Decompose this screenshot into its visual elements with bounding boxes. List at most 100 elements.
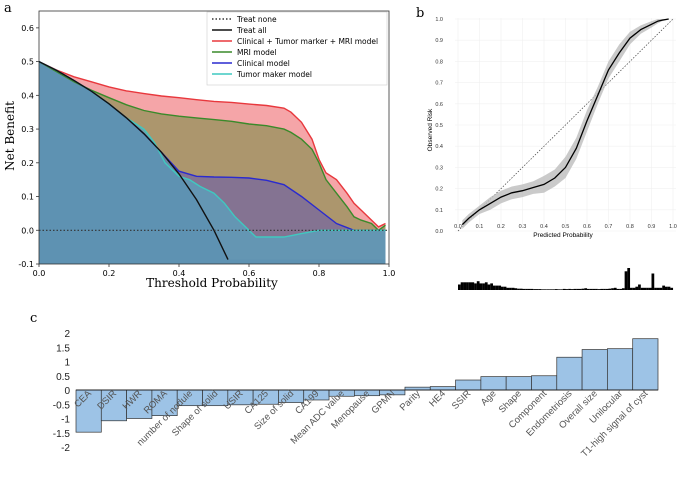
histogram-bar bbox=[530, 288, 534, 290]
histogram-bar bbox=[587, 288, 590, 290]
panel-b-ylabel: Observed Risk bbox=[427, 108, 434, 151]
y-tick-label: 0.0 bbox=[21, 226, 34, 235]
histogram-bar bbox=[514, 288, 518, 290]
histogram-bar bbox=[458, 284, 461, 290]
bar-shape bbox=[505, 376, 532, 391]
bar-overall-size bbox=[581, 349, 608, 391]
histogram-bar bbox=[517, 288, 520, 290]
y-tick-label: 0.1 bbox=[435, 208, 443, 214]
x-tick-label: 0.6 bbox=[583, 224, 591, 230]
histogram-bar bbox=[664, 286, 668, 290]
x-tick-label: 0.1 bbox=[476, 224, 484, 230]
x-tick-label: 0.0 bbox=[33, 269, 46, 278]
x-tick-label: 0.2 bbox=[497, 224, 505, 230]
y-tick-label: -1 bbox=[61, 415, 70, 426]
y-tick-label: 0.2 bbox=[435, 187, 443, 193]
histogram-bar bbox=[638, 284, 641, 290]
histogram-bar bbox=[621, 288, 625, 290]
histogram-bar bbox=[533, 289, 536, 290]
histogram-bar bbox=[479, 283, 483, 290]
treat-all-legend-label: Treat all bbox=[236, 26, 267, 35]
histogram-bar bbox=[565, 289, 569, 290]
histogram-bar bbox=[519, 288, 523, 290]
histogram-bar bbox=[616, 288, 620, 290]
histogram-bar bbox=[600, 288, 604, 290]
x-tick-label: 0.4 bbox=[540, 224, 548, 230]
x-tick-label: 1.0 bbox=[383, 269, 396, 278]
histogram-bar bbox=[544, 289, 547, 290]
histogram-bar bbox=[503, 286, 507, 290]
histogram-bar bbox=[648, 287, 652, 290]
y-tick-label: -0.5 bbox=[53, 400, 71, 411]
bar-cea bbox=[75, 389, 102, 433]
y-tick-label: 0.9 bbox=[435, 38, 443, 44]
histogram-bar bbox=[670, 287, 674, 290]
histogram-bar bbox=[522, 288, 526, 290]
histogram-bar bbox=[627, 268, 631, 290]
y-tick-label: 1 bbox=[64, 358, 70, 369]
y-tick-label: 0.5 bbox=[21, 58, 34, 67]
histogram-bar bbox=[603, 288, 606, 290]
bar-endometriosis bbox=[556, 356, 583, 391]
panel-label-a: a bbox=[4, 1, 12, 16]
y-tick-label: -1.5 bbox=[53, 429, 71, 440]
mri-model-line bbox=[39, 60, 386, 232]
histogram-bar bbox=[635, 286, 639, 290]
histogram-bar bbox=[535, 289, 539, 290]
histogram-bar bbox=[498, 285, 502, 290]
histogram-bar bbox=[597, 289, 601, 290]
x-tick-label: 0.6 bbox=[243, 269, 256, 278]
bar-dsir bbox=[100, 389, 127, 422]
bar-component bbox=[531, 375, 558, 391]
histogram-bar bbox=[468, 282, 472, 290]
y-tick-label: 0.5 bbox=[435, 123, 443, 129]
y-tick-label: -0.1 bbox=[18, 260, 34, 269]
y-tick-label: 0.5 bbox=[56, 372, 70, 383]
y-tick-label: 0.7 bbox=[435, 81, 443, 87]
histogram-bar bbox=[474, 283, 477, 290]
bar-age bbox=[480, 376, 507, 391]
histogram-bar bbox=[501, 286, 504, 290]
y-tick-label: 0.4 bbox=[21, 91, 34, 100]
clinical-model-legend-label: Clinical model bbox=[237, 59, 290, 68]
bar-roma bbox=[151, 389, 178, 416]
histogram-bar bbox=[557, 289, 561, 290]
histogram-bar bbox=[576, 288, 579, 290]
histogram-bar bbox=[471, 282, 475, 290]
decision-curve-panel: 0.0 0.2 0.4 0.6 0.8 1.0-0.10.00.10.20.30.40.5… bbox=[18, 10, 396, 278]
histogram-bar bbox=[492, 285, 496, 290]
y-tick-label: -2 bbox=[61, 443, 70, 454]
y-tick-label: 0.2 bbox=[21, 159, 34, 168]
clinical-tumor-marker-mri-model-line bbox=[39, 60, 386, 228]
y-tick-label: 2 bbox=[64, 329, 70, 340]
histogram-bar bbox=[495, 285, 499, 290]
category-label-he4: HE4 bbox=[427, 388, 448, 409]
legend: Treat none Treat all Clinical + Tumor mark… bbox=[206, 11, 388, 86]
panel-a-ylabel: Net Benefit bbox=[3, 101, 17, 171]
histogram-bar bbox=[630, 287, 633, 290]
category-label-age: Age bbox=[479, 388, 499, 408]
histogram-bar bbox=[506, 287, 510, 290]
histogram-bar bbox=[578, 288, 582, 290]
histogram-bar bbox=[490, 283, 493, 290]
histogram-bar bbox=[511, 287, 515, 290]
clinical-tumor-marker-mri-model-legend-label: Clinical + Tumor marker + MRI model bbox=[237, 37, 378, 46]
y-tick-label: 0.4 bbox=[435, 144, 443, 150]
histogram-bar bbox=[659, 287, 663, 290]
histogram-bar bbox=[589, 288, 593, 290]
y-tick-label: 0.1 bbox=[21, 193, 34, 202]
histogram-bar bbox=[656, 287, 660, 290]
histogram-bar bbox=[581, 288, 585, 290]
bar-t1-high-signal-of-cyst bbox=[632, 338, 659, 391]
category-label-ssir: SSIR bbox=[450, 388, 474, 412]
treat-all-line bbox=[39, 60, 229, 260]
bar-he4 bbox=[429, 386, 456, 391]
curve-lines bbox=[39, 60, 389, 260]
histogram-bar bbox=[595, 288, 598, 290]
histogram-bar bbox=[552, 289, 555, 290]
histogram-bar bbox=[640, 287, 644, 290]
histogram-bar bbox=[608, 288, 612, 290]
histogram-bar bbox=[643, 287, 647, 290]
